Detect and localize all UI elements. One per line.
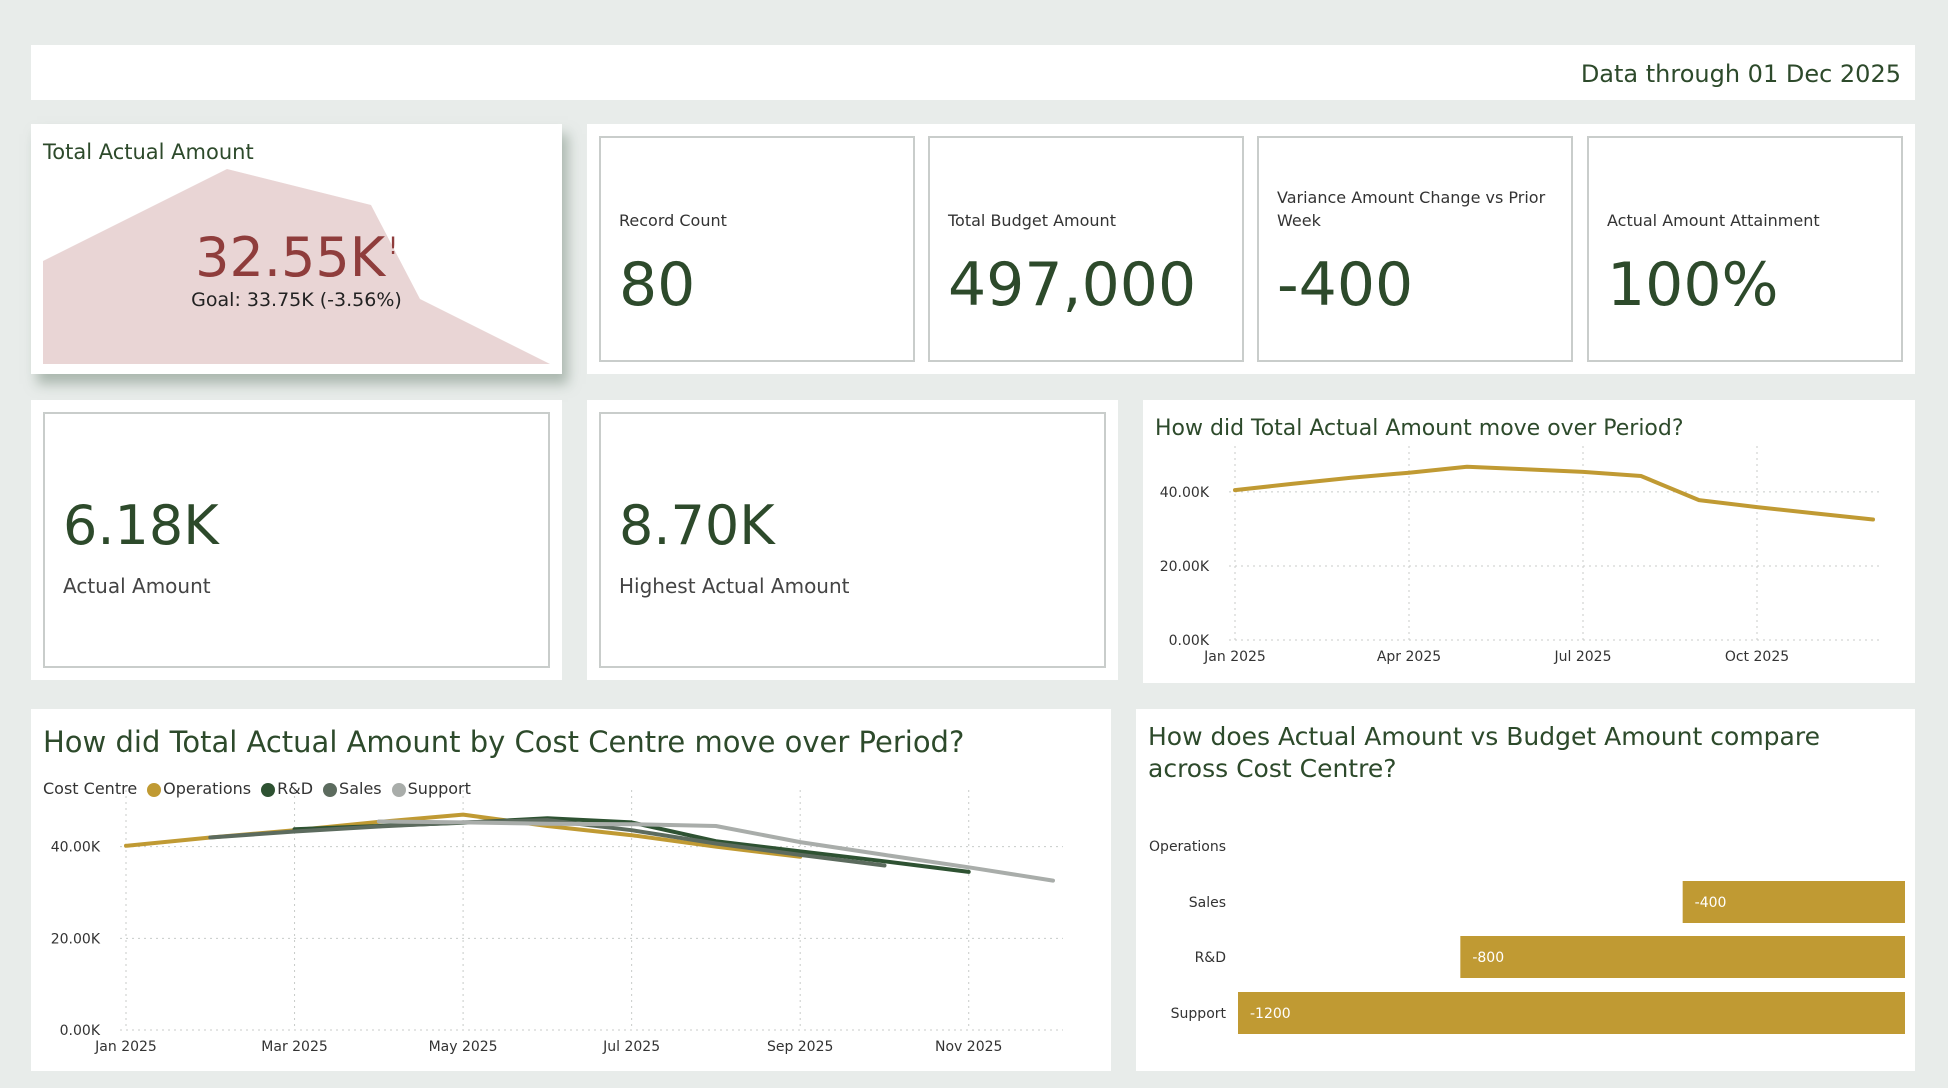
y-tick-label: 20.00K xyxy=(51,931,101,947)
legend-item-support[interactable]: Support xyxy=(391,779,471,798)
highest-actual-amount-card[interactable]: 8.70K Highest Actual Amount xyxy=(599,412,1106,668)
kpi-hero-area-shape xyxy=(43,169,550,364)
kpi-label-attainment: Actual Amount Attainment xyxy=(1607,211,1820,230)
bar-sales xyxy=(1682,881,1905,923)
highest-actual-amount-panel: 8.70K Highest Actual Amount xyxy=(587,400,1118,680)
legend-item-rnd[interactable]: R&D xyxy=(261,779,313,798)
x-tick-label: Jan 2025 xyxy=(1203,649,1266,665)
chart-title: How did Total Actual Amount by Cost Cent… xyxy=(43,725,965,759)
kpi-value-variance-change: -400 xyxy=(1277,250,1414,320)
actual-amount-card[interactable]: 6.18K Actual Amount xyxy=(43,412,550,668)
actual-vs-budget-chart[interactable]: How does Actual Amount vs Budget Amount … xyxy=(1136,709,1915,1071)
bar-data-label: -1200 xyxy=(1250,1006,1291,1022)
bar-category-label: Operations xyxy=(1149,839,1226,855)
kpi-card-label: Record Count xyxy=(619,186,897,232)
x-tick-label: May 2025 xyxy=(429,1039,498,1055)
kpi-value-total-budget: 497,000 xyxy=(948,250,1197,320)
x-tick-label: Mar 2025 xyxy=(261,1039,328,1055)
kpi-value-record-count: 80 xyxy=(619,250,696,320)
kpi-card-total-budget[interactable]: Total Budget Amount 497,000 xyxy=(928,136,1244,362)
chart-title: How does Actual Amount vs Budget Amount … xyxy=(1148,722,1820,783)
kpi-hero-value-text: 32.55K xyxy=(195,226,386,289)
kpi-hero-trend-area xyxy=(43,169,550,364)
legend-dot-sales xyxy=(323,782,338,797)
bar-rnd xyxy=(1460,936,1905,978)
bar-data-label: -400 xyxy=(1695,895,1727,911)
kpi-card-record-count[interactable]: Record Count 80 xyxy=(599,136,915,362)
y-tick-label: 0.00K xyxy=(1169,633,1210,649)
cost-centre-over-period-chart[interactable]: How did Total Actual Amount by Cost Cent… xyxy=(31,709,1111,1071)
x-tick-label: Apr 2025 xyxy=(1377,649,1441,665)
header-bar: Data through 01 Dec 2025 xyxy=(31,45,1915,100)
kpi-hero-alert-icon: ! xyxy=(388,232,398,260)
total-actual-line-chart: 0.00K 20.00K 40.00K Jan 2025 Apr 2025 Jul 202… xyxy=(1160,446,1883,665)
actual-amount-label: Actual Amount xyxy=(63,574,211,598)
legend-label-sales: Sales xyxy=(339,779,382,798)
x-tick-label: Oct 2025 xyxy=(1725,649,1789,665)
series-line-support xyxy=(376,819,1055,883)
highest-actual-amount-label: Highest Actual Amount xyxy=(619,574,850,598)
y-tick-label: 40.00K xyxy=(51,840,101,856)
legend-label-operations: Operations xyxy=(163,779,252,798)
kpi-value-attainment: 100% xyxy=(1607,250,1779,320)
actual-vs-budget-bar-chart: Operations Sales -400 R&D -800 Support -1200 xyxy=(1149,839,1905,1034)
kpi-strip: Record Count 80 Total Budget Amount 497,… xyxy=(587,124,1915,374)
y-tick-label: 0.00K xyxy=(60,1023,101,1039)
kpi-label-variance-change: Variance Amount Change vs Prior Week xyxy=(1277,188,1546,230)
y-tick-label: 40.00K xyxy=(1160,485,1210,501)
legend-dot-support xyxy=(391,782,406,797)
kpi-hero-title: Total Actual Amount xyxy=(43,140,254,164)
x-tick-label: Jul 2025 xyxy=(1554,649,1612,665)
kpi-card-variance-change[interactable]: Variance Amount Change vs Prior Week -40… xyxy=(1257,136,1573,362)
kpi-card-label: Actual Amount Attainment xyxy=(1607,186,1885,232)
total-actual-amount-kpi[interactable]: Total Actual Amount 32.55K! Goal: 33.75K… xyxy=(31,124,562,374)
total-actual-over-period-chart[interactable]: How did Total Actual Amount move over Pe… xyxy=(1143,400,1915,683)
x-tick-label: Jul 2025 xyxy=(602,1039,660,1055)
legend-item-sales[interactable]: Sales xyxy=(323,779,382,798)
bar-category-label: Sales xyxy=(1189,895,1226,911)
bar-support xyxy=(1238,992,1905,1034)
legend-dot-rnd xyxy=(261,782,276,797)
series-line-sales xyxy=(208,818,887,868)
bar-category-label: R&D xyxy=(1195,950,1226,966)
actual-amount-value: 6.18K xyxy=(63,494,219,557)
highest-actual-amount-value: 8.70K xyxy=(619,494,775,557)
legend-item-operations[interactable]: Operations xyxy=(147,779,251,798)
x-tick-label: Sep 2025 xyxy=(767,1039,833,1055)
cost-centre-line-chart: 0.00K 20.00K 40.00K Jan 2025 Mar 2025 May 202… xyxy=(51,790,1063,1055)
kpi-card-label: Total Budget Amount xyxy=(948,186,1226,232)
x-tick-label: Nov 2025 xyxy=(935,1039,1002,1055)
cost-centre-legend: Cost Centre Operations R&D Sales Support xyxy=(43,779,475,798)
y-tick-label: 20.00K xyxy=(1160,559,1210,575)
legend-label-support: Support xyxy=(407,779,471,798)
kpi-hero-goal: Goal: 33.75K (-3.56%) xyxy=(191,289,402,311)
data-through-label: Data through 01 Dec 2025 xyxy=(1580,60,1901,88)
kpi-card-label: Variance Amount Change vs Prior Week xyxy=(1277,186,1555,232)
kpi-card-attainment[interactable]: Actual Amount Attainment 100% xyxy=(1587,136,1903,362)
legend-title: Cost Centre xyxy=(43,779,138,798)
bar-data-label: -800 xyxy=(1472,950,1504,966)
x-tick-label: Jan 2025 xyxy=(94,1039,157,1055)
bar-category-label: Support xyxy=(1171,1006,1227,1022)
kpi-hero-value: 32.55K! xyxy=(31,226,562,289)
series-line-total-actual xyxy=(1233,464,1875,522)
chart-title: How did Total Actual Amount move over Pe… xyxy=(1155,416,1684,441)
legend-label-rnd: R&D xyxy=(277,779,314,798)
actual-amount-panel: 6.18K Actual Amount xyxy=(31,400,562,680)
kpi-label-total-budget: Total Budget Amount xyxy=(948,211,1116,230)
kpi-label-record-count: Record Count xyxy=(619,211,727,230)
legend-dot-operations xyxy=(147,782,162,797)
